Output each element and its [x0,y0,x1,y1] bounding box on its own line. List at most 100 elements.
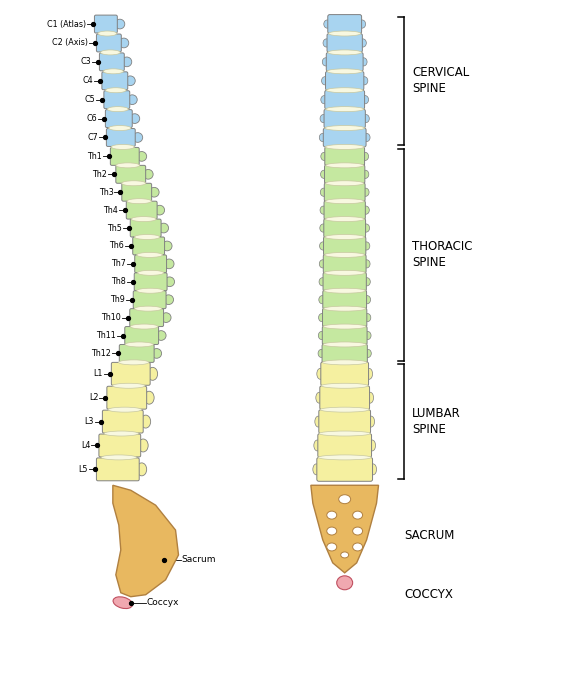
FancyBboxPatch shape [133,291,166,309]
Ellipse shape [108,407,141,412]
FancyBboxPatch shape [323,290,367,309]
FancyBboxPatch shape [133,237,164,255]
Ellipse shape [328,50,361,55]
Ellipse shape [148,367,158,381]
Text: L1: L1 [93,369,103,379]
FancyBboxPatch shape [324,201,365,220]
Ellipse shape [109,126,131,130]
Ellipse shape [127,95,137,105]
Ellipse shape [362,188,369,196]
Text: Th12: Th12 [91,349,111,358]
FancyBboxPatch shape [327,34,363,53]
Text: Th9: Th9 [110,295,125,304]
Ellipse shape [337,576,352,589]
Ellipse shape [320,188,327,196]
Text: Th5: Th5 [107,224,122,233]
Ellipse shape [137,288,164,293]
Ellipse shape [363,114,369,122]
FancyBboxPatch shape [116,166,146,183]
Ellipse shape [363,278,370,286]
FancyBboxPatch shape [100,53,124,71]
Ellipse shape [323,360,367,365]
FancyBboxPatch shape [327,53,363,72]
Ellipse shape [103,69,123,74]
Ellipse shape [98,31,117,36]
Ellipse shape [113,383,145,388]
Text: Th3: Th3 [99,188,113,197]
Text: THORACIC
SPINE: THORACIC SPINE [412,241,473,270]
Ellipse shape [369,464,377,475]
Ellipse shape [364,349,372,358]
FancyBboxPatch shape [323,128,366,147]
Ellipse shape [327,543,337,551]
Ellipse shape [319,133,327,141]
Ellipse shape [318,331,325,339]
Ellipse shape [319,295,326,304]
Ellipse shape [159,223,168,233]
Ellipse shape [149,187,159,197]
FancyBboxPatch shape [99,434,141,457]
Ellipse shape [318,455,372,460]
FancyBboxPatch shape [135,255,167,273]
Ellipse shape [119,38,129,48]
FancyBboxPatch shape [323,254,366,273]
Ellipse shape [324,306,366,311]
FancyBboxPatch shape [111,362,150,385]
Ellipse shape [315,416,322,427]
Text: CERVICAL
SPINE: CERVICAL SPINE [412,66,470,95]
FancyBboxPatch shape [323,308,367,327]
Ellipse shape [368,416,374,427]
Text: Th8: Th8 [111,277,126,286]
Ellipse shape [314,440,321,451]
Text: Th4: Th4 [103,206,118,215]
Ellipse shape [319,260,327,268]
FancyBboxPatch shape [324,237,366,256]
FancyBboxPatch shape [125,327,159,345]
FancyBboxPatch shape [324,183,365,201]
Polygon shape [113,485,178,597]
Ellipse shape [359,39,367,47]
Ellipse shape [111,145,135,149]
Text: COCCYX: COCCYX [404,588,453,601]
Text: Th1: Th1 [87,152,102,161]
Ellipse shape [322,57,329,66]
Ellipse shape [131,216,156,222]
Ellipse shape [127,199,151,203]
FancyBboxPatch shape [104,91,129,109]
FancyBboxPatch shape [107,386,147,409]
Ellipse shape [320,224,327,232]
Ellipse shape [352,543,363,551]
Ellipse shape [126,76,135,86]
Ellipse shape [367,392,373,403]
Text: LUMBAR
SPINE: LUMBAR SPINE [412,407,461,436]
Ellipse shape [313,464,320,475]
Text: C5: C5 [84,95,95,104]
Ellipse shape [101,50,120,55]
Ellipse shape [125,342,153,347]
Ellipse shape [318,349,325,358]
Text: C2 (Axis): C2 (Axis) [52,39,88,47]
FancyBboxPatch shape [110,147,139,166]
Ellipse shape [320,206,327,214]
Ellipse shape [362,170,369,178]
Ellipse shape [155,206,164,215]
Ellipse shape [319,278,326,286]
FancyBboxPatch shape [96,458,139,481]
Ellipse shape [327,511,337,519]
Ellipse shape [320,170,328,178]
Ellipse shape [113,597,132,608]
Ellipse shape [363,260,370,268]
Ellipse shape [325,199,364,203]
Ellipse shape [156,331,166,340]
Ellipse shape [116,163,140,168]
Ellipse shape [319,431,370,436]
Ellipse shape [321,383,368,388]
Ellipse shape [325,216,364,222]
Ellipse shape [352,511,363,519]
Ellipse shape [320,114,327,122]
Ellipse shape [364,331,371,339]
Ellipse shape [363,224,369,232]
FancyBboxPatch shape [129,309,164,327]
Ellipse shape [323,39,330,47]
Ellipse shape [317,368,324,379]
